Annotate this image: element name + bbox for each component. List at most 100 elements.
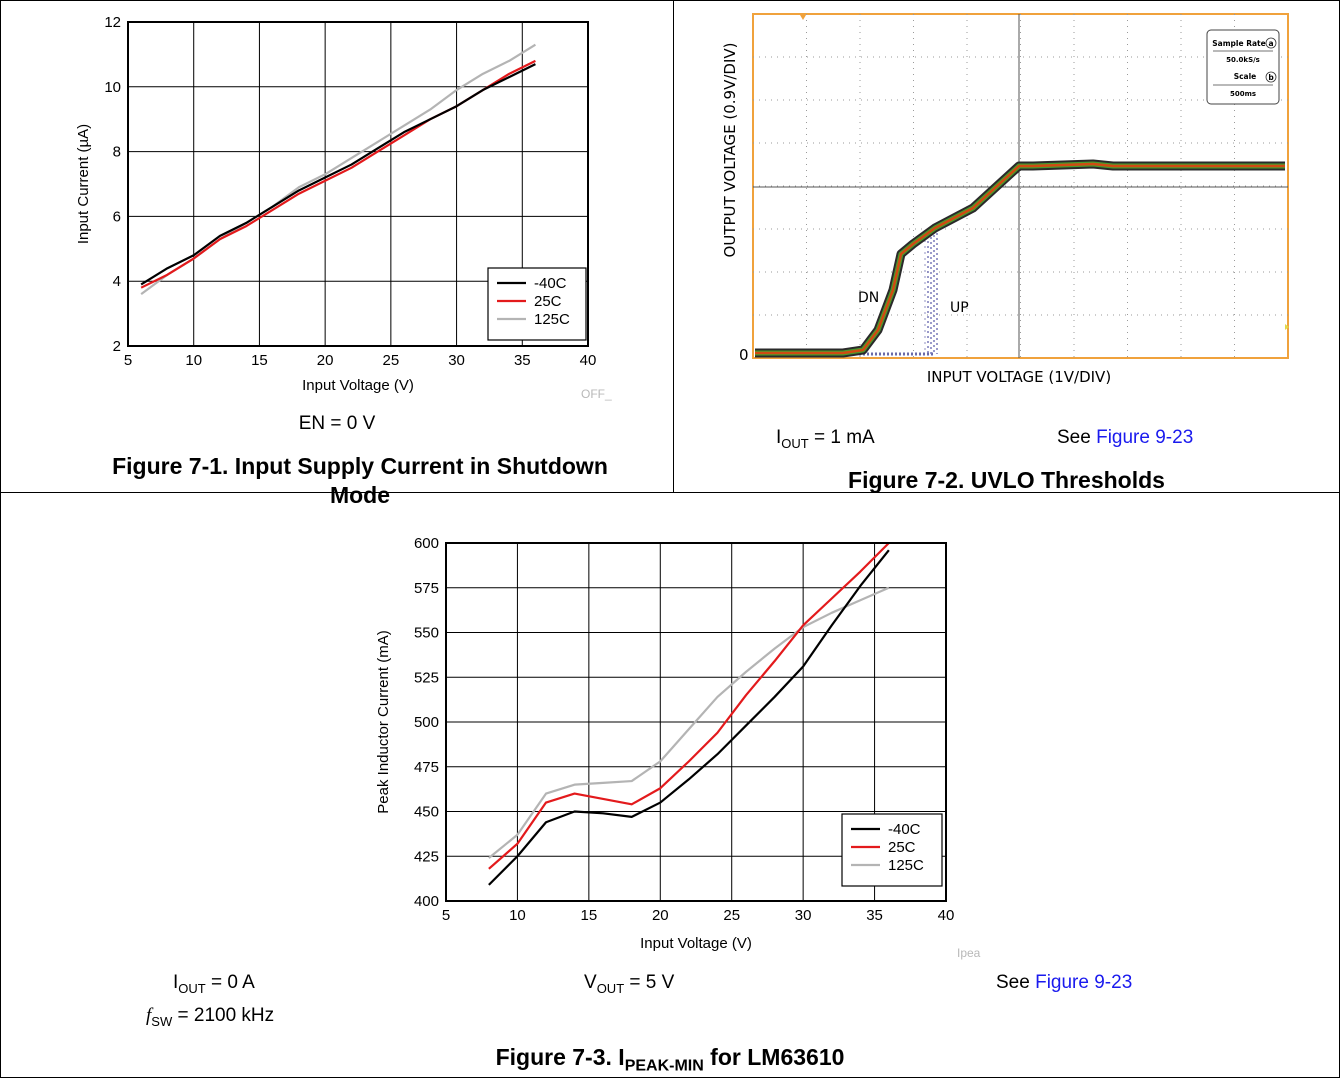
badge-a-text: a bbox=[1268, 39, 1273, 48]
figure-9-23-link[interactable]: Figure 9-23 bbox=[1035, 972, 1133, 993]
dn-trace bbox=[755, 159, 1285, 358]
figure-2-condition: IOUT = 1 mA bbox=[776, 427, 875, 451]
fsw-symbol: f bbox=[146, 1005, 152, 1026]
plot-frame bbox=[445, 542, 947, 902]
y-tick-label: 500 bbox=[414, 714, 439, 731]
figure-2-caption: Figure 7-2. UVLO Thresholds bbox=[848, 467, 1165, 493]
legend-box bbox=[841, 813, 943, 887]
series-line-125c bbox=[488, 586, 890, 859]
y-tick-label: 8 bbox=[113, 144, 121, 161]
x-tick-label: 15 bbox=[251, 352, 268, 369]
figure-3-caption: Figure 7-3. IPEAK-MIN for LM63610 bbox=[0, 1043, 1340, 1081]
y-tick-label: 6 bbox=[113, 208, 121, 225]
scale-label: Scale bbox=[1234, 72, 1257, 81]
scope-y-label: OUTPUT VOLTAGE (0.9V/DIV) bbox=[721, 43, 739, 258]
y-tick-label: 600 bbox=[414, 535, 439, 552]
scale-value: 500ms bbox=[1230, 90, 1256, 98]
plot-frame bbox=[127, 21, 589, 347]
x-tick-label: 25 bbox=[723, 907, 740, 924]
figure-2-see-reference: See Figure 9-23 bbox=[1057, 427, 1193, 449]
y-tick-label: 12 bbox=[104, 14, 121, 31]
scope-info-box: Sample Rate a 50.0kS/s Scale b 500ms bbox=[1206, 29, 1280, 105]
series-line-40c bbox=[488, 549, 890, 886]
x-tick-label: 15 bbox=[581, 907, 598, 924]
see-prefix: See bbox=[1057, 427, 1097, 448]
x-tick-label: 30 bbox=[448, 352, 465, 369]
chart-grid bbox=[128, 22, 588, 346]
fsw-value: = 2100 kHz bbox=[172, 1005, 275, 1026]
series-line-125c bbox=[140, 43, 537, 296]
y-tick-label: 2 bbox=[113, 338, 121, 355]
trace-label-dn: DN bbox=[858, 290, 879, 306]
figure-1-condition: EN = 0 V bbox=[298, 413, 376, 434]
x-tick-label: 10 bbox=[509, 907, 526, 924]
vout-subscript: OUT bbox=[596, 980, 625, 996]
legend-label: 125C bbox=[534, 311, 570, 328]
y-tick-label: 575 bbox=[414, 580, 439, 597]
y-tick-label: 400 bbox=[414, 893, 439, 910]
figure-3-chart: 5 10 15 20 25 30 35 40 400 425 450 475 500 525 550 575 6… bbox=[375, 535, 981, 960]
y-tick-label: 4 bbox=[113, 273, 121, 290]
trigger-marker bbox=[800, 15, 806, 20]
legend-box bbox=[487, 267, 587, 341]
fsw-condition: fSW = 2100 kHz bbox=[146, 1005, 274, 1029]
badge-b-text: b bbox=[1268, 73, 1274, 82]
series-line-25c bbox=[488, 542, 890, 870]
chart-series bbox=[140, 43, 537, 296]
iout-condition: IOUT = 0 A bbox=[173, 972, 255, 996]
level-marker bbox=[1285, 324, 1289, 330]
fsw-subscript: SW bbox=[151, 1013, 173, 1029]
x-tick-label: 10 bbox=[185, 352, 202, 369]
y-tick-label: 425 bbox=[414, 848, 439, 865]
iout-value: = 1 mA bbox=[808, 427, 875, 448]
x-tick-label: 25 bbox=[383, 352, 400, 369]
legend-label: -40C bbox=[534, 275, 567, 292]
badge-b-icon bbox=[1265, 71, 1277, 83]
sample-rate-label: Sample Rate bbox=[1212, 39, 1265, 48]
y-tick-label: 10 bbox=[104, 79, 121, 96]
chart-tick-labels: 5 10 15 20 25 30 35 40 2 4 6 8 10 12 bbox=[104, 14, 596, 369]
vout-symbol: V bbox=[584, 972, 597, 993]
x-tick-label: 35 bbox=[514, 352, 531, 369]
legend-label: 25C bbox=[888, 839, 916, 856]
x-tick-label: 40 bbox=[938, 907, 955, 924]
x-axis-label: Input Voltage (V) bbox=[640, 935, 752, 952]
x-tick-label: 40 bbox=[580, 352, 597, 369]
sample-rate-value: 50.0kS/s bbox=[1226, 56, 1260, 64]
vout-condition: VOUT = 5 V bbox=[584, 972, 674, 996]
x-tick-label: 35 bbox=[866, 907, 883, 924]
x-tick-label: 5 bbox=[124, 352, 132, 369]
scope-x-label: INPUT VOLTAGE (1V/DIV) bbox=[927, 368, 1111, 386]
x-tick-label: 30 bbox=[795, 907, 812, 924]
caption-prefix: Figure 7-3. I bbox=[495, 1044, 625, 1070]
trace-label-up: UP bbox=[950, 300, 969, 316]
chart-series bbox=[488, 542, 890, 886]
y-tick-label: 450 bbox=[414, 804, 439, 821]
legend-label: -40C bbox=[888, 821, 921, 838]
x-tick-label: 20 bbox=[652, 907, 669, 924]
legend-label: 25C bbox=[534, 293, 562, 310]
iout-subscript: OUT bbox=[781, 435, 809, 451]
iout-symbol: I bbox=[173, 972, 179, 993]
y-axis-label: Input Current (µA) bbox=[75, 124, 92, 244]
watermark: OFF_ bbox=[581, 387, 612, 401]
legend-label: 125C bbox=[888, 857, 924, 874]
y-tick-label: 525 bbox=[414, 669, 439, 686]
figure-1-caption: Figure 7-1. Input Supply Current in Shut… bbox=[112, 453, 608, 508]
vout-value: = 5 V bbox=[624, 972, 675, 993]
figure-2-scope: Sample Rate a 50.0kS/s Scale b 500ms DN … bbox=[721, 13, 1289, 386]
y-tick-label: 475 bbox=[414, 759, 439, 776]
badge-a-icon bbox=[1265, 37, 1277, 49]
chart-tick-labels: 5 10 15 20 25 30 35 40 400 425 450 475 500 525 550 575 6… bbox=[414, 535, 954, 924]
iout-value: = 0 A bbox=[205, 972, 255, 993]
figure-3-see-reference: See Figure 9-23 bbox=[996, 972, 1132, 994]
iout-symbol: I bbox=[776, 427, 782, 448]
figure-9-23-link[interactable]: Figure 9-23 bbox=[1096, 427, 1194, 448]
iout-subscript: OUT bbox=[178, 980, 206, 996]
zero-label: 0 bbox=[739, 346, 749, 364]
x-tick-label: 20 bbox=[317, 352, 334, 369]
y-tick-label: 550 bbox=[414, 625, 439, 642]
